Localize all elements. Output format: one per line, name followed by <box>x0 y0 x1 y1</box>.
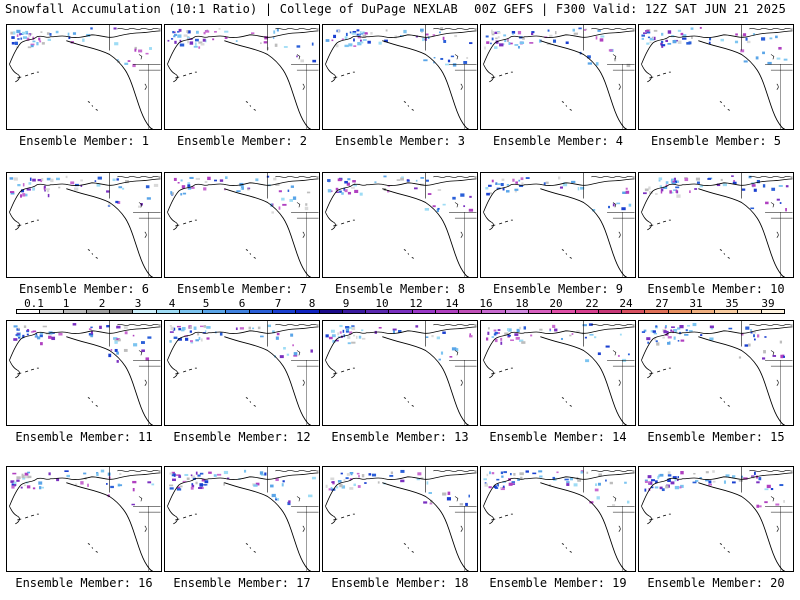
ensemble-member-label: Ensemble Member: 19 <box>489 576 627 590</box>
ensemble-map-panel <box>322 24 478 130</box>
ensemble-member-label: Ensemble Member: 14 <box>489 430 627 444</box>
ensemble-member-label: Ensemble Member: 13 <box>331 430 469 444</box>
colorbar-label: 10 <box>375 297 389 310</box>
ensemble-member-label: Ensemble Member: 8 <box>334 282 466 296</box>
title-left: Snowfall Accumulation (10:1 Ratio) | Col… <box>5 2 458 16</box>
colorbar-label: 24 <box>619 297 633 310</box>
snowfall-map <box>482 321 635 425</box>
colorbar-label: 6 <box>238 297 246 310</box>
ensemble-member-label: Ensemble Member: 9 <box>492 282 624 296</box>
ensemble-map-panel <box>638 172 794 278</box>
ensemble-member-label: Ensemble Member: 3 <box>334 134 466 148</box>
snowfall-map <box>482 467 635 571</box>
ensemble-map-panel <box>164 24 320 130</box>
ensemble-map-panel <box>638 320 794 426</box>
ensemble-map-panel <box>480 24 636 130</box>
colorbar-label: 1 <box>62 297 70 310</box>
colorbar-label: 5 <box>202 297 210 310</box>
snowfall-map <box>166 173 319 277</box>
colorbar-swatch <box>248 309 273 314</box>
colorbar-label: 16 <box>479 297 493 310</box>
ensemble-map-panel <box>164 320 320 426</box>
ensemble-member-label: Ensemble Member: 10 <box>647 282 785 296</box>
colorbar-swatch <box>760 309 785 314</box>
colorbar-label: 8 <box>308 297 316 310</box>
colorbar-label: 35 <box>725 297 739 310</box>
ensemble-member-label: Ensemble Member: 11 <box>15 430 153 444</box>
snowfall-map <box>640 25 793 129</box>
ensemble-map-panel <box>480 320 636 426</box>
ensemble-map-panel <box>6 24 162 130</box>
snowfall-map <box>8 25 161 129</box>
snowfall-map <box>640 467 793 571</box>
ensemble-member-label: Ensemble Member: 6 <box>18 282 150 296</box>
colorbar-label: 22 <box>585 297 599 310</box>
ensemble-member-label: Ensemble Member: 18 <box>331 576 469 590</box>
snowfall-map <box>8 321 161 425</box>
colorbar-swatch <box>737 309 762 314</box>
ensemble-map-panel <box>638 24 794 130</box>
colorbar-label: 9 <box>342 297 350 310</box>
ensemble-map-panel <box>322 172 478 278</box>
colorbar-swatch <box>225 309 250 314</box>
colorbar-label: 4 <box>168 297 176 310</box>
snowfall-map <box>166 25 319 129</box>
ensemble-member-label: Ensemble Member: 2 <box>176 134 308 148</box>
ensemble-member-label: Ensemble Member: 16 <box>15 576 153 590</box>
ensemble-member-label: Ensemble Member: 15 <box>647 430 785 444</box>
ensemble-member-label: Ensemble Member: 20 <box>647 576 785 590</box>
ensemble-map-panel <box>480 172 636 278</box>
snowfall-map <box>640 321 793 425</box>
snowfall-map <box>324 173 477 277</box>
colorbar-swatch <box>318 309 343 314</box>
colorbar-label: 7 <box>274 297 282 310</box>
ensemble-member-label: Ensemble Member: 1 <box>18 134 150 148</box>
colorbar-label: 27 <box>655 297 669 310</box>
ensemble-map-panel <box>6 320 162 426</box>
ensemble-map-panel <box>6 172 162 278</box>
snowfall-map <box>166 321 319 425</box>
snowfall-map <box>324 25 477 129</box>
colorbar-label: 31 <box>689 297 703 310</box>
colorbar-swatch <box>178 309 204 314</box>
ensemble-member-label: Ensemble Member: 7 <box>176 282 308 296</box>
snowfall-map <box>324 321 477 425</box>
ensemble-map-panel <box>322 320 478 426</box>
colorbar-label: 2 <box>98 297 106 310</box>
colorbar-swatch <box>109 309 134 314</box>
snowfall-colorbar: 0.1 1 2 3 4 5 6 7 8 9 10 12 14 16 18 20 22 24 27 31 35 39 <box>16 297 785 317</box>
snowfall-map <box>640 173 793 277</box>
snowfall-map <box>8 173 161 277</box>
colorbar-swatch <box>295 309 320 314</box>
ensemble-member-label: Ensemble Member: 12 <box>173 430 311 444</box>
colorbar-swatch <box>667 309 692 314</box>
ensemble-map-panel <box>164 172 320 278</box>
snowfall-map <box>8 467 161 571</box>
colorbar-label: 14 <box>445 297 459 310</box>
colorbar-label: 20 <box>549 297 563 310</box>
colorbar-label: 39 <box>761 297 775 310</box>
title-right: 00Z GEFS | F300 Valid: 12Z SAT JUN 21 20… <box>474 2 786 16</box>
ensemble-member-label: Ensemble Member: 17 <box>173 576 311 590</box>
colorbar-label: 18 <box>515 297 529 310</box>
ensemble-map-panel <box>6 466 162 572</box>
snowfall-map <box>482 25 635 129</box>
ensemble-member-label: Ensemble Member: 5 <box>650 134 782 148</box>
colorbar-label: 12 <box>409 297 423 310</box>
colorbar-label: 0.1 <box>24 297 44 310</box>
snowfall-map <box>482 173 635 277</box>
ensemble-member-label: Ensemble Member: 4 <box>492 134 624 148</box>
ensemble-map-panel <box>480 466 636 572</box>
snowfall-map <box>166 467 319 571</box>
colorbar-label: 3 <box>134 297 142 310</box>
ensemble-map-panel <box>638 466 794 572</box>
snowfall-map <box>324 467 477 571</box>
ensemble-map-panel <box>322 466 478 572</box>
ensemble-map-panel <box>164 466 320 572</box>
